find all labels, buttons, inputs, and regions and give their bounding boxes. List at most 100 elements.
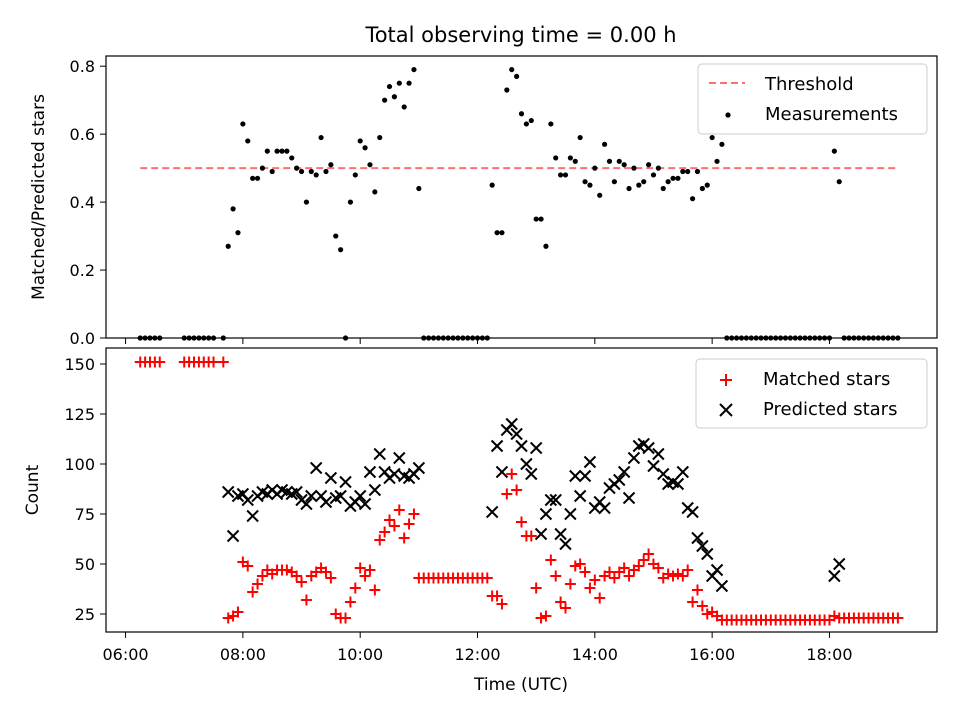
predicted-star-point bbox=[828, 569, 841, 583]
axis0-ytick-label: 0.0 bbox=[70, 329, 95, 348]
matched-star-point bbox=[374, 534, 386, 546]
predicted-star-point bbox=[671, 477, 685, 491]
measurement-point bbox=[411, 66, 417, 73]
measurement-point bbox=[230, 206, 236, 212]
matched-star-point bbox=[564, 578, 576, 590]
predicted-star-point bbox=[495, 465, 509, 479]
measurement-point bbox=[704, 182, 710, 188]
top-legend: Threshold Measurements bbox=[697, 63, 928, 135]
measurement-point bbox=[294, 165, 300, 171]
measurement-point bbox=[401, 104, 407, 110]
predicted-points bbox=[221, 417, 846, 593]
measurement-point bbox=[494, 230, 500, 236]
measurement-point bbox=[543, 243, 549, 249]
predicted-star-point bbox=[510, 427, 523, 441]
predicted-star-point bbox=[412, 461, 426, 475]
predicted-star-point bbox=[686, 505, 699, 519]
predicted-star-point bbox=[578, 469, 592, 483]
matched-star-point bbox=[256, 570, 268, 582]
predicted-star-point bbox=[676, 465, 690, 479]
predicted-star-point bbox=[353, 489, 367, 503]
matched-star-point bbox=[633, 560, 645, 572]
measurement-point bbox=[274, 148, 280, 154]
measurement-point bbox=[699, 185, 705, 192]
measurement-point bbox=[592, 165, 598, 171]
axis0-ytick-label: 0.8 bbox=[70, 57, 95, 76]
axis0-ytick-label: 0.4 bbox=[70, 193, 95, 212]
measurement-point bbox=[709, 134, 715, 141]
measurement-point bbox=[382, 97, 388, 103]
top-ylabel: Matched/Predicted stars bbox=[29, 94, 49, 300]
predicted-star-point bbox=[520, 457, 533, 471]
measurement-point bbox=[533, 216, 539, 222]
measurement-point bbox=[377, 134, 383, 141]
measurement-point bbox=[499, 230, 505, 236]
matched-star-point bbox=[379, 526, 391, 538]
matched-star-point bbox=[281, 564, 293, 576]
matched-star-point bbox=[359, 570, 371, 582]
predicted-star-point bbox=[691, 531, 704, 545]
axis1-ytick-label: 50 bbox=[75, 555, 95, 574]
matched-star-point bbox=[691, 584, 703, 596]
matched-star-point bbox=[300, 594, 312, 606]
bottom-ylabel: Count bbox=[23, 464, 43, 515]
measurement-point bbox=[347, 199, 354, 205]
predicted-star-point bbox=[564, 507, 577, 521]
matched-star-point bbox=[530, 582, 542, 594]
predicted-star-point bbox=[363, 465, 377, 479]
axis1-ytick-label: 25 bbox=[75, 605, 95, 624]
matched-star-point bbox=[393, 504, 405, 516]
matched-star-point bbox=[892, 612, 904, 624]
matched-star-point bbox=[349, 582, 361, 594]
axis1-xtick-label: 10:00 bbox=[337, 645, 383, 664]
predicted-star-point bbox=[554, 527, 567, 541]
matched-star-point bbox=[667, 570, 679, 582]
bottom-axis-ticks: 25 50 75 100 125 150 06:00 08:00 10:00 12:00 14:00… bbox=[64, 355, 852, 664]
legend-matched-swatch bbox=[720, 374, 732, 386]
predicted-star-point bbox=[388, 467, 401, 481]
bottom-plot-frame bbox=[105, 347, 938, 633]
predicted-star-point bbox=[505, 417, 518, 431]
matched-star-point bbox=[555, 596, 567, 608]
matched-star-point bbox=[584, 582, 596, 594]
bottom-legend-box bbox=[695, 358, 928, 429]
predicted-star-point bbox=[525, 467, 538, 481]
matched-star-point bbox=[296, 576, 308, 588]
matched-star-point bbox=[618, 562, 630, 574]
predicted-star-point bbox=[710, 563, 724, 577]
measurement-point bbox=[509, 66, 515, 73]
measurement-point bbox=[714, 158, 720, 164]
matched-star-point bbox=[574, 558, 586, 570]
predicted-star-point bbox=[642, 441, 655, 455]
matched-star-point bbox=[516, 516, 527, 528]
matched-star-point bbox=[384, 514, 396, 526]
bottom-legend: Matched stars Predicted stars bbox=[695, 358, 928, 429]
measurement-point bbox=[367, 162, 373, 168]
measurement-point bbox=[259, 165, 266, 171]
measurement-point bbox=[694, 168, 701, 175]
matched-star-point bbox=[677, 570, 689, 582]
measurement-point bbox=[386, 83, 393, 90]
matched-star-point bbox=[252, 578, 264, 590]
measurement-point bbox=[631, 165, 637, 171]
predicted-star-point bbox=[539, 507, 553, 521]
matched-star-point bbox=[481, 572, 493, 584]
measurement-point bbox=[577, 134, 583, 141]
matched-points bbox=[134, 356, 904, 626]
matched-star-point bbox=[701, 608, 713, 620]
measurement-point bbox=[284, 148, 290, 154]
matched-star-point bbox=[608, 572, 620, 584]
matched-star-point bbox=[388, 520, 400, 532]
matched-star-point bbox=[828, 610, 840, 622]
matched-star-point bbox=[511, 484, 523, 496]
bottom-xlabel: Time (UTC) bbox=[473, 675, 568, 695]
matched-star-point bbox=[545, 554, 557, 566]
matched-star-point bbox=[603, 566, 615, 578]
measurement-point bbox=[313, 172, 319, 178]
measurement-point bbox=[665, 179, 671, 185]
predicted-star-point bbox=[358, 497, 372, 511]
predicted-star-point bbox=[549, 493, 562, 507]
predicted-star-point bbox=[485, 505, 499, 519]
measurement-point bbox=[240, 121, 246, 127]
legend-threshold-label: Threshold bbox=[764, 74, 854, 95]
